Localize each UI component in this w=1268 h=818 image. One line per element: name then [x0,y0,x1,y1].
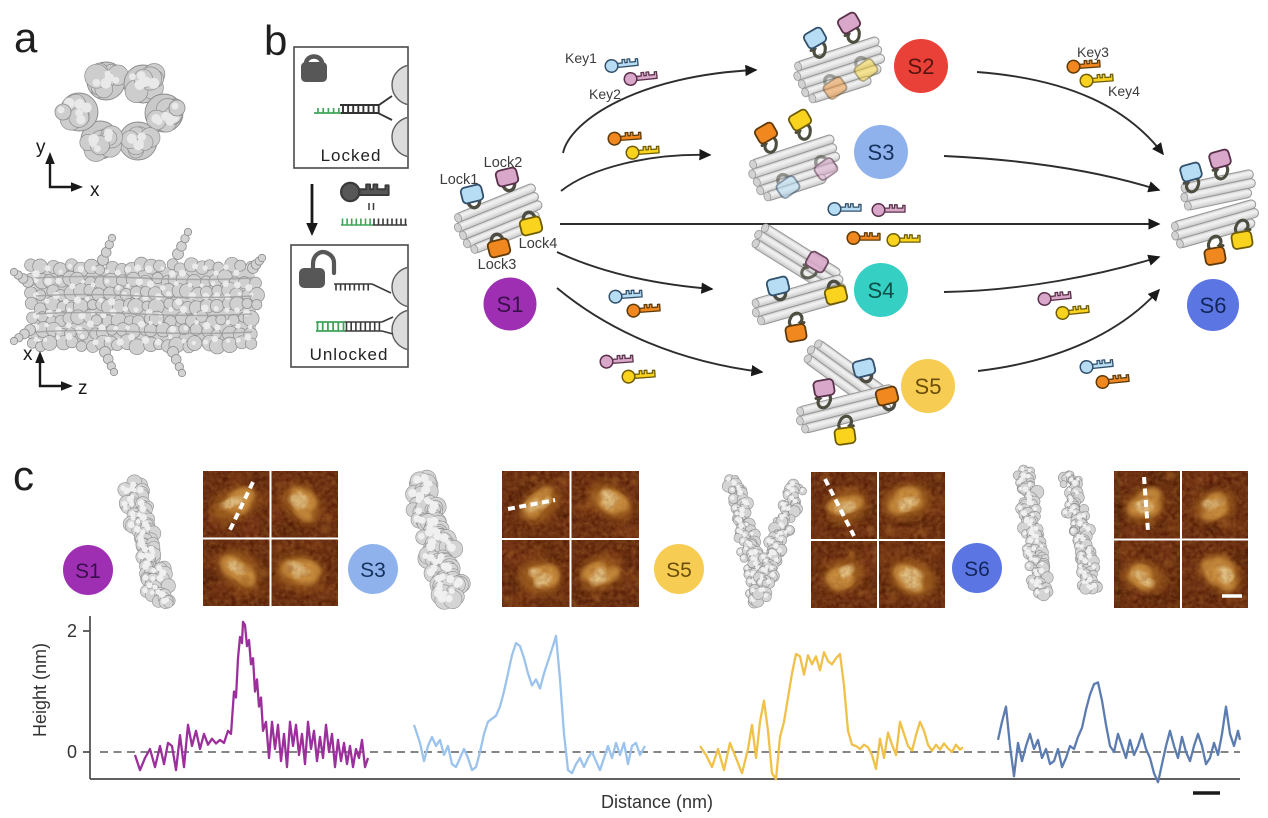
svg-text:x: x [23,344,33,365]
svg-text:S2: S2 [908,54,935,79]
svg-text:Height (nm): Height (nm) [30,643,50,737]
svg-text:0: 0 [67,742,77,762]
svg-text:S4: S4 [868,278,895,303]
svg-text:Lock3: Lock3 [478,257,517,273]
svg-text:Lock2: Lock2 [484,155,523,171]
svg-text:Key2: Key2 [589,86,621,102]
svg-text:z: z [78,378,88,399]
svg-text:Key1: Key1 [565,50,597,66]
svg-text:Lock1: Lock1 [440,172,479,188]
svg-text:S3: S3 [360,559,386,582]
svg-text:S6: S6 [1200,293,1227,318]
svg-text:S1: S1 [75,560,101,583]
svg-text:a: a [14,14,38,61]
svg-text:Unlocked: Unlocked [310,345,389,364]
svg-text:S3: S3 [868,140,895,165]
svg-text:Key3: Key3 [1077,44,1109,60]
svg-text:y: y [36,137,46,158]
svg-text:S5: S5 [915,374,942,399]
svg-text:2: 2 [67,621,77,641]
svg-text:Lock4: Lock4 [519,236,558,252]
svg-text:Key4: Key4 [1108,83,1140,99]
svg-text:c: c [13,452,34,499]
svg-text:Locked: Locked [321,146,382,165]
svg-text:S6: S6 [964,558,990,581]
svg-text:S5: S5 [666,559,692,582]
svg-text:S1: S1 [497,292,524,317]
svg-text:Distance (nm): Distance (nm) [601,792,713,812]
svg-text:b: b [264,17,287,64]
svg-text:x: x [90,180,100,201]
